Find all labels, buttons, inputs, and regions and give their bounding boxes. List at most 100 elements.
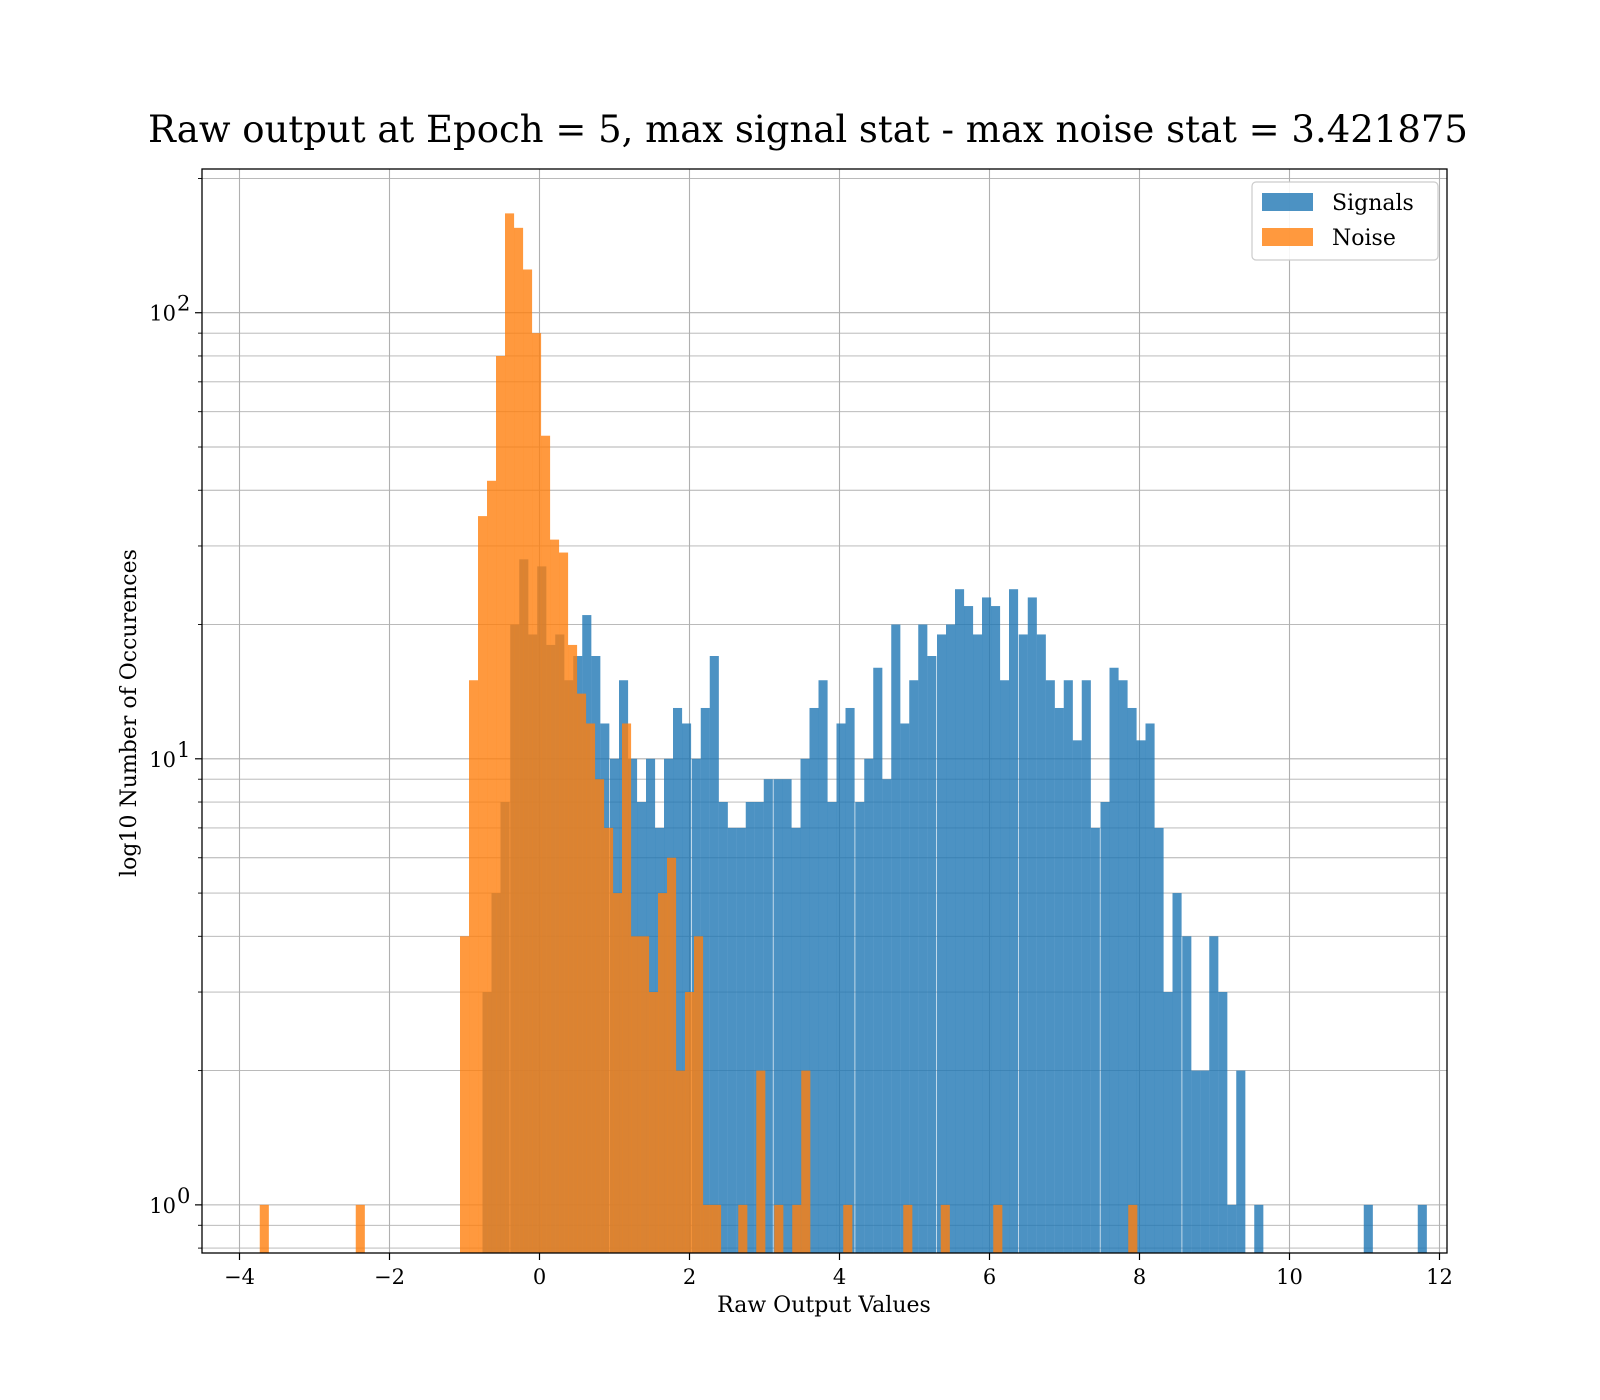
bar-signals (882, 779, 892, 1253)
bar-noise (756, 1070, 766, 1253)
bar-signals (1054, 707, 1064, 1253)
bar-noise (712, 1204, 722, 1253)
bar-signals (727, 827, 737, 1253)
bar-signals (845, 707, 855, 1253)
bar-signals (1218, 992, 1228, 1253)
bar-noise (676, 1070, 686, 1253)
bar-noise (604, 827, 614, 1253)
bar-signals (1227, 1204, 1237, 1253)
bar-signals (709, 656, 719, 1253)
bar-signals (1090, 827, 1100, 1253)
legend-swatch-signals (1262, 193, 1313, 211)
x-tick-label: 10 (1276, 1265, 1303, 1289)
bar-signals (891, 624, 901, 1253)
legend-label-noise: Noise (1332, 226, 1396, 251)
bar-signals (700, 707, 710, 1253)
bar-signals (1045, 680, 1055, 1253)
y-tick-label: 10 (149, 302, 176, 326)
bar-noise (631, 936, 641, 1253)
legend-label-signals: Signals (1332, 191, 1414, 216)
bar-noise (667, 857, 677, 1253)
bar-signals (1081, 680, 1091, 1253)
bar-signals (782, 779, 792, 1253)
y-tick-exponent: 1 (177, 738, 190, 762)
bar-noise (658, 893, 668, 1253)
bar-signals (1118, 680, 1128, 1253)
bar-signals (955, 589, 965, 1253)
bar-signals (682, 723, 692, 1253)
y-tick-label: 10 (149, 1194, 176, 1218)
bar-signals (900, 723, 910, 1253)
bar-signals (1000, 680, 1010, 1253)
bar-noise (259, 1204, 269, 1253)
bar-signals (946, 624, 956, 1253)
bar-noise (541, 435, 551, 1253)
bar-signals (973, 634, 983, 1253)
bar-signals (809, 707, 819, 1253)
bar-noise (568, 644, 578, 1253)
bar-signals (964, 606, 974, 1253)
bar-signals (754, 802, 764, 1253)
bar-signals (1145, 723, 1155, 1253)
bar-signals (1063, 680, 1073, 1253)
bar-noise (993, 1204, 1003, 1253)
bar-noise (703, 1204, 713, 1253)
series-noise (259, 213, 1138, 1253)
y-axis-label: log10 Number of Occurences (117, 549, 142, 877)
bar-signals (855, 802, 865, 1253)
bar-signals (1154, 827, 1164, 1253)
bar-noise (640, 936, 650, 1253)
x-tick-label: −4 (224, 1265, 255, 1289)
bar-noise (505, 213, 515, 1253)
bar-signals (991, 606, 1001, 1253)
bar-noise (532, 333, 542, 1253)
y-tick-label: 10 (149, 748, 176, 772)
bar-noise (843, 1204, 853, 1253)
x-tick-label: 0 (533, 1265, 546, 1289)
bar-signals (1191, 1070, 1201, 1253)
bar-signals (1109, 667, 1119, 1253)
bar-noise (469, 680, 479, 1253)
bar-signals (1254, 1204, 1264, 1253)
bar-signals (1027, 597, 1037, 1253)
bar-noise (694, 936, 704, 1253)
bar-signals (1417, 1204, 1427, 1253)
x-tick-label: 4 (833, 1265, 846, 1289)
bar-signals (1100, 802, 1110, 1253)
bar-noise (685, 992, 695, 1253)
bar-noise (355, 1204, 365, 1253)
bar-signals (1363, 1204, 1373, 1253)
bar-signals (873, 667, 883, 1253)
y-tick-exponent: 0 (177, 1184, 190, 1208)
y-tick-exponent: 2 (177, 292, 190, 316)
bar-signals (864, 758, 874, 1253)
bar-signals (745, 802, 755, 1253)
bar-noise (613, 893, 623, 1253)
bar-noise (738, 1204, 748, 1253)
bar-noise (559, 552, 569, 1253)
bar-signals (1036, 634, 1046, 1253)
bar-signals (1182, 936, 1192, 1253)
bar-noise (460, 936, 470, 1253)
bar-signals (1018, 634, 1028, 1253)
x-tick-label: 8 (1133, 1265, 1146, 1289)
bar-signals (918, 624, 928, 1253)
bar-noise (478, 516, 488, 1253)
x-axis-ticks: −4 −2 0 2 4 6 8 10 12 (224, 1253, 1453, 1289)
bar-signals (773, 779, 783, 1253)
bar-signals (1236, 1070, 1246, 1253)
bar-noise (649, 992, 659, 1253)
bar-noise (577, 693, 587, 1253)
bar-noise (595, 779, 605, 1253)
bar-noise (550, 539, 560, 1253)
plot-frame (201, 168, 1448, 1254)
x-tick-label: 2 (683, 1265, 696, 1289)
bar-signals (673, 707, 683, 1253)
bar-signals (1200, 1070, 1210, 1253)
bar-signals (763, 779, 773, 1253)
bar-signals (836, 723, 846, 1253)
bar-signals (1209, 936, 1219, 1253)
bar-signals (1009, 589, 1019, 1253)
